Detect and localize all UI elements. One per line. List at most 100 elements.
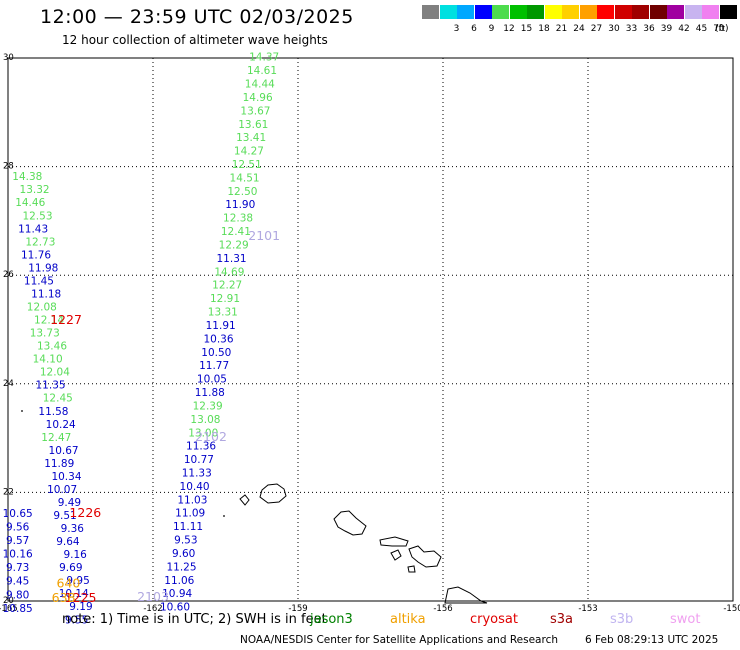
legend-swatch	[439, 5, 457, 19]
swh-value: 11.25	[166, 561, 196, 573]
legend-swatch	[597, 5, 614, 19]
island-maui	[408, 545, 442, 568]
swh-value: 10.36	[203, 333, 233, 345]
swh-value: 12.73	[25, 236, 55, 248]
legend-swatch	[562, 5, 579, 19]
swh-value: 14.61	[247, 65, 277, 77]
legend-swatch	[667, 5, 684, 19]
swh-value: 10.14	[59, 588, 89, 600]
lat-tick-label: 28	[3, 162, 14, 172]
swh-value: 9.49	[58, 497, 81, 509]
legend-swatch	[422, 5, 439, 19]
pass-number-label: 1226	[69, 505, 101, 520]
swh-value: 12.08	[27, 301, 57, 313]
swh-value: 9.95	[66, 575, 89, 587]
swh-value: 10.65	[3, 508, 33, 520]
legend-swatch	[684, 5, 702, 19]
swh-value: 12.39	[193, 400, 223, 412]
swh-value: 10.50	[201, 347, 231, 359]
legend-swatch	[632, 5, 649, 19]
swh-value: 13.31	[208, 307, 238, 319]
lon-tick-label: -156	[433, 604, 452, 614]
pass-number-label: 2101	[248, 228, 280, 243]
swh-value: 11.58	[38, 406, 68, 418]
swh-value: 11.91	[206, 320, 236, 332]
swh-value: 11.33	[182, 467, 212, 479]
pass-number-label: 1225	[65, 590, 97, 605]
island-dot	[21, 410, 23, 412]
swh-value: 10.24	[46, 419, 76, 431]
island-lanai	[390, 549, 402, 561]
swh-value: 12.29	[219, 239, 249, 251]
swh-value: 10.40	[180, 481, 210, 493]
pass-number-label: 638	[52, 590, 76, 605]
legend-label: 39	[660, 24, 673, 34]
axis-labels: -165 -162 -159 -156 -153 -150 30 28 26 24 22 20	[0, 53, 740, 614]
legend-swatch	[492, 5, 509, 19]
legend-label: 70	[713, 24, 725, 34]
swh-value: 11.03	[177, 494, 207, 506]
swh-value: 12.27	[212, 280, 242, 292]
legend-label: 21	[555, 24, 568, 34]
legend-label: 12	[503, 24, 515, 34]
legend-swatch	[474, 5, 492, 19]
swh-value: 11.36	[186, 441, 216, 453]
lat-tick-label: 24	[3, 379, 14, 389]
swh-value: 9.53	[174, 535, 197, 547]
island-kahoolawe	[407, 565, 416, 573]
satellite-name: s3b	[610, 612, 634, 627]
swh-value: 10.34	[51, 471, 81, 483]
swh-value: 11.45	[24, 275, 54, 287]
swh-value: 9.56	[6, 521, 30, 533]
swh-value: 14.27	[234, 146, 264, 158]
swh-value: 11.35	[36, 380, 66, 392]
lon-tick-label: -162	[143, 604, 162, 614]
swh-value: 9.64	[56, 536, 80, 548]
satellite-name: cryosat	[470, 612, 518, 627]
swh-value: 14.51	[230, 172, 260, 184]
swh-value: 14.96	[243, 92, 273, 104]
footer-timestamp: 6 Feb 08:29:13 UTC 2025	[585, 634, 719, 646]
swh-value: 11.90	[225, 199, 255, 211]
legend-swatch	[614, 5, 632, 19]
legend-label: 6	[471, 24, 477, 34]
island-hawaii	[444, 586, 488, 604]
swh-value: 13.08	[190, 414, 220, 426]
color-legend: 3 6 9 12 15 18 21 24 27 30 33 36 39 42 45 70 (ft)	[422, 5, 738, 35]
swh-value: 9.69	[59, 562, 82, 574]
swh-value: 9.57	[6, 535, 29, 547]
wave-height-values: 14.3813.3214.4612.5311.4312.7311.7611.98…	[3, 52, 280, 627]
island-niihau	[239, 494, 250, 506]
swh-value: 12.41	[221, 226, 251, 238]
swh-value: 14.46	[15, 197, 45, 209]
swh-value: 13.67	[240, 105, 270, 117]
swh-value: 14.69	[214, 266, 244, 278]
swh-value: 13.61	[238, 119, 268, 131]
pass-number-label: 2103	[137, 589, 169, 604]
swh-value: 9.55	[65, 614, 88, 626]
legend-swatch	[579, 5, 597, 19]
lon-tick-label: -159	[288, 604, 307, 614]
satellite-name: swot	[670, 612, 701, 627]
swh-value: 9.16	[63, 549, 87, 561]
swh-value: 10.94	[162, 588, 192, 600]
lon-tick-label: -165	[0, 604, 18, 614]
swh-value: 9.80	[6, 589, 29, 601]
swh-value: 10.16	[3, 549, 33, 561]
legend-label: 9	[488, 24, 495, 34]
swh-value: 9.51	[53, 510, 76, 522]
legend-label: 30	[608, 24, 620, 34]
swh-value: 14.10	[33, 354, 63, 366]
pass-number-label: 640	[56, 575, 80, 590]
swh-value: 11.43	[18, 223, 48, 235]
legend-label: 27	[590, 24, 603, 34]
legend-label: 33	[625, 24, 638, 34]
swh-value: 12.53	[22, 210, 52, 222]
swh-value: 11.98	[28, 262, 58, 274]
legend-label: 24	[573, 24, 585, 34]
swh-value: 10.77	[184, 454, 214, 466]
legend-label: 42	[678, 24, 690, 34]
swh-value: 11.77	[199, 360, 229, 372]
